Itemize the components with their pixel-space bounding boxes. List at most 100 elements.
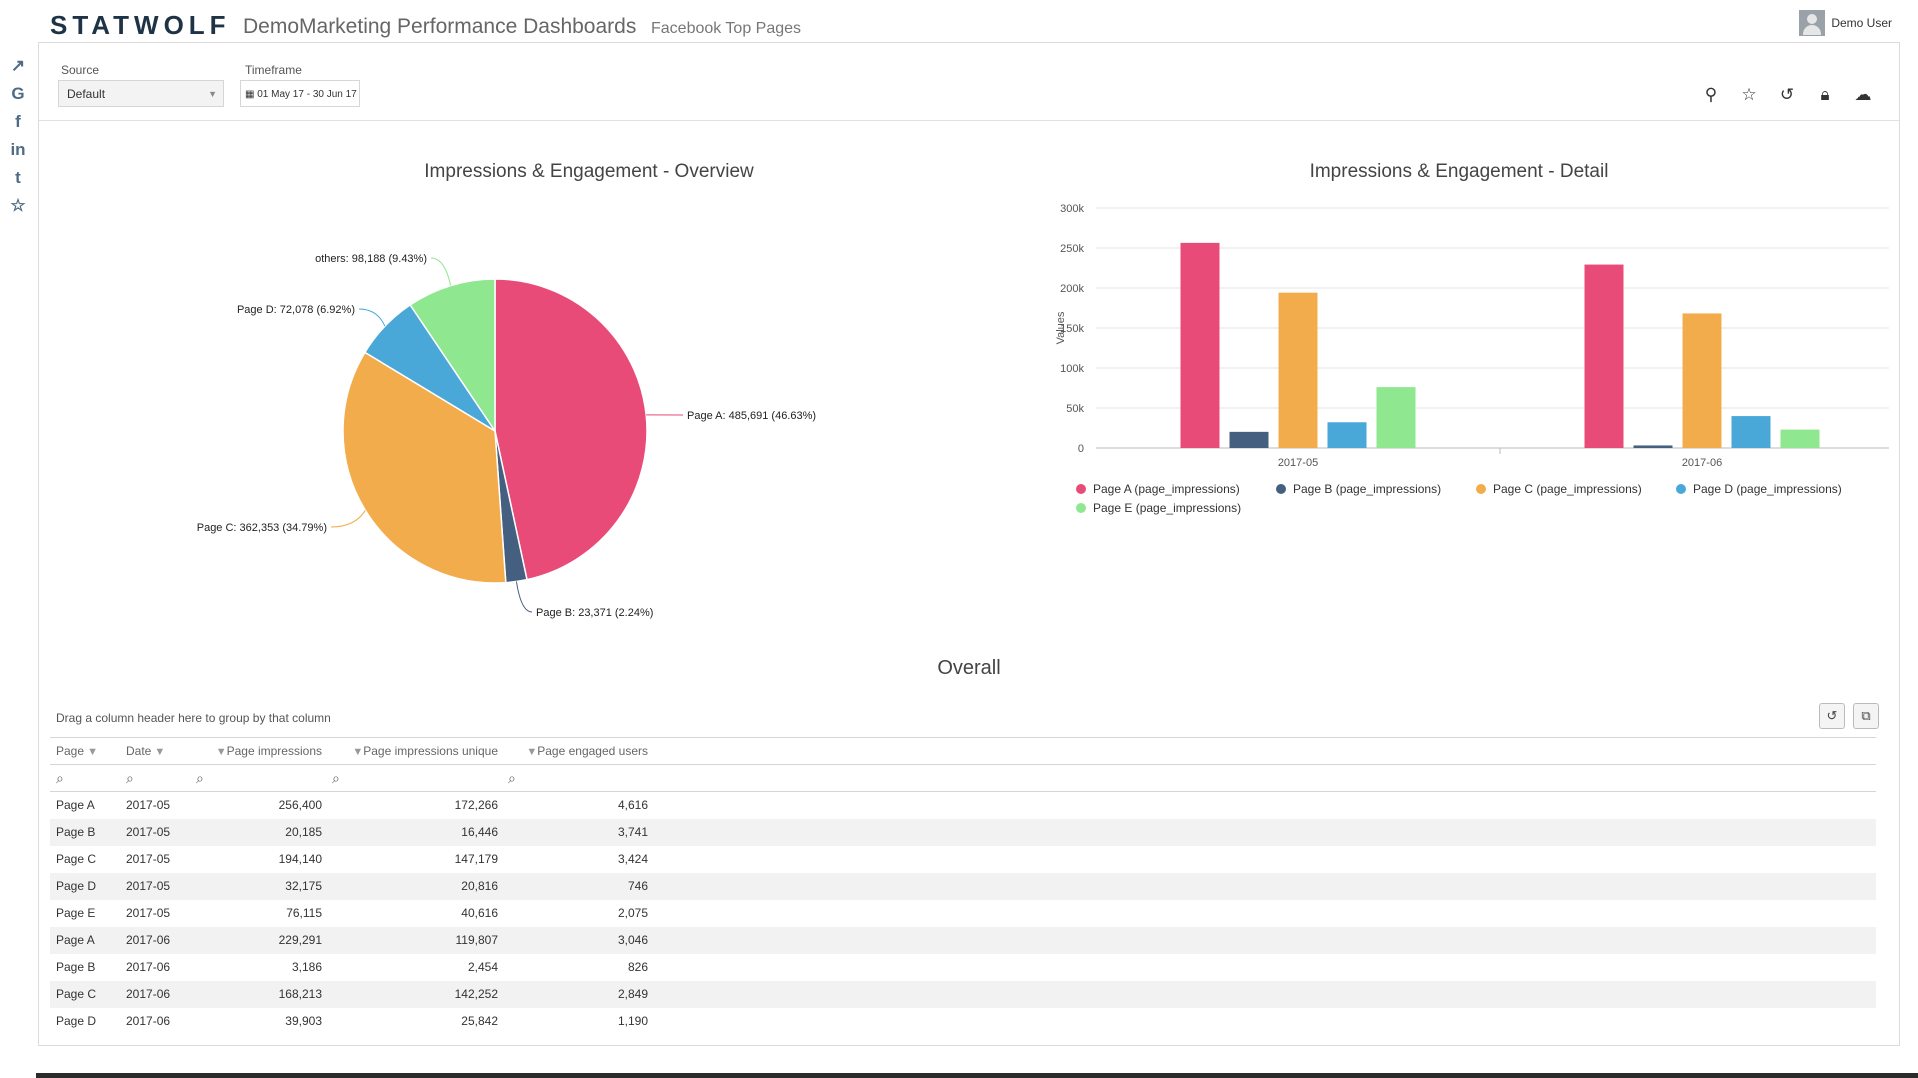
table-cell: 168,213 bbox=[278, 987, 322, 1001]
column-header-label: Page bbox=[56, 744, 85, 758]
statwolf-logo[interactable]: STATWOLF bbox=[50, 10, 231, 40]
table-row[interactable]: Page D 2017-06 39,903 25,842 1,190 bbox=[50, 1008, 1876, 1035]
legend-marker[interactable] bbox=[1076, 484, 1086, 494]
bar-2017-05-series-2[interactable] bbox=[1229, 431, 1269, 448]
line-chart-icon[interactable]: ↗ bbox=[10, 56, 26, 75]
table-cell: 25,842 bbox=[461, 1014, 498, 1028]
legend-marker[interactable] bbox=[1276, 484, 1286, 494]
table-row[interactable]: Page A 2017-06 229,291 119,807 3,046 bbox=[50, 927, 1876, 954]
grid-filter-row: ⌕ ⌕ ⌕ ⌕ ⌕ bbox=[50, 765, 1876, 792]
table-cell: Page A bbox=[56, 933, 95, 947]
table-row[interactable]: Page D 2017-05 32,175 20,816 746 bbox=[50, 873, 1876, 900]
search-icon: ⌕ bbox=[332, 770, 340, 786]
calendar-icon: ▦ bbox=[245, 89, 255, 100]
bar-chart-title: Impressions & Engagement - Detail bbox=[1309, 161, 1609, 182]
bar-2017-06-series-3[interactable] bbox=[1682, 313, 1722, 448]
column-search-filter[interactable]: ⌕ bbox=[190, 765, 326, 791]
column-header-label: Date bbox=[126, 744, 152, 758]
pie-slice-page-c[interactable] bbox=[342, 351, 507, 584]
table-row[interactable]: Page C 2017-05 194,140 147,179 3,424 bbox=[50, 846, 1876, 873]
table-cell: 2017-06 bbox=[126, 960, 171, 974]
bar-2017-05-series-5[interactable] bbox=[1376, 387, 1416, 448]
legend-item[interactable]: Page E (page_impressions) bbox=[1093, 501, 1241, 515]
lock-icon[interactable]: 🔒︎ bbox=[1820, 85, 1830, 104]
bar-2017-05-series-4[interactable] bbox=[1327, 422, 1367, 448]
pin-icon[interactable]: ⚲ bbox=[1704, 85, 1718, 104]
google-icon[interactable]: G bbox=[11, 84, 25, 103]
linkedin-icon[interactable]: in bbox=[10, 140, 26, 159]
column-header[interactable]: Date ▼ bbox=[120, 738, 190, 764]
legend-item[interactable]: Page C (page_impressions) bbox=[1493, 482, 1642, 496]
y-tick-label: 100k bbox=[1060, 363, 1084, 375]
column-search-filter[interactable]: ⌕ bbox=[502, 765, 652, 791]
app-header: STATWOLF DemoMarketing Performance Dashb… bbox=[0, 0, 1918, 42]
y-axis-label: Values bbox=[1055, 311, 1067, 344]
search-icon: ⌕ bbox=[196, 770, 204, 786]
undo-icon[interactable]: ↺ bbox=[1779, 85, 1795, 104]
user-name[interactable]: Demo User bbox=[1831, 16, 1892, 30]
legend-marker[interactable] bbox=[1076, 503, 1086, 513]
bar-2017-06-series-2[interactable] bbox=[1633, 445, 1673, 448]
legend-item[interactable]: Page B (page_impressions) bbox=[1293, 482, 1441, 496]
group-panel-hint[interactable]: Drag a column header here to group by th… bbox=[56, 711, 331, 725]
column-header[interactable]: ▼Page impressions unique bbox=[326, 738, 502, 764]
bar-2017-05-series-3[interactable] bbox=[1278, 292, 1318, 448]
bar-chart: 0 50k 100k 150k 200k 250k 300k Values 2017-05 201… bbox=[1055, 203, 1889, 515]
table-row[interactable]: Page C 2017-06 168,213 142,252 2,849 bbox=[50, 981, 1876, 1008]
source-select[interactable]: Default ▼ bbox=[58, 80, 224, 107]
timeframe-picker[interactable]: ▦ 01 May 17 - 30 Jun 17 bbox=[240, 80, 360, 107]
user-menu[interactable]: Demo User bbox=[1799, 10, 1892, 36]
column-header-label: Page engaged users bbox=[537, 744, 648, 758]
avatar-icon[interactable] bbox=[1799, 10, 1826, 36]
search-icon: ⌕ bbox=[508, 770, 516, 786]
table-cell: 3,186 bbox=[291, 960, 322, 974]
star-icon[interactable]: ☆ bbox=[10, 196, 26, 215]
timeframe-value: 01 May 17 - 30 Jun 17 bbox=[257, 89, 357, 100]
table-cell: Page D bbox=[56, 879, 97, 893]
twitter-icon[interactable]: t bbox=[15, 168, 21, 187]
grid-header: Page ▼ Date ▼ ▼Page impressions ▼Page imp… bbox=[50, 737, 1876, 765]
column-search-filter[interactable]: ⌕ bbox=[120, 765, 190, 791]
export-grid-button[interactable]: ⧉ bbox=[1853, 703, 1879, 729]
table-row[interactable]: Page B 2017-06 3,186 2,454 826 bbox=[50, 954, 1876, 981]
star-icon[interactable]: ☆ bbox=[1741, 85, 1757, 104]
bar-2017-06-series-4[interactable] bbox=[1731, 416, 1771, 448]
legend-item[interactable]: Page A (page_impressions) bbox=[1093, 482, 1240, 496]
bar-2017-06-series-1[interactable] bbox=[1584, 264, 1624, 448]
table-row[interactable]: Page E 2017-05 76,115 40,616 2,075 bbox=[50, 900, 1876, 927]
chevron-down-icon: ▼ bbox=[208, 89, 217, 99]
table-row[interactable]: Page B 2017-05 20,185 16,446 3,741 bbox=[50, 819, 1876, 846]
filter-funnel-icon[interactable]: ▼ bbox=[84, 746, 98, 758]
filter-funnel-icon[interactable]: ▼ bbox=[352, 746, 364, 758]
filter-funnel-icon[interactable]: ▼ bbox=[526, 746, 538, 758]
cloud-download-icon[interactable]: ☁ bbox=[1854, 85, 1872, 104]
table-cell: 2017-06 bbox=[126, 1014, 171, 1028]
y-tick-label: 200k bbox=[1060, 283, 1084, 295]
column-search-filter[interactable]: ⌕ bbox=[50, 765, 120, 791]
reset-grid-button[interactable]: ↺ bbox=[1819, 703, 1845, 729]
legend-item[interactable]: Page D (page_impressions) bbox=[1693, 482, 1842, 496]
pie-chart-title: Impressions & Engagement - Overview bbox=[424, 161, 754, 182]
column-header[interactable]: ▼Page impressions bbox=[190, 738, 326, 764]
legend-marker[interactable] bbox=[1676, 484, 1686, 494]
source-value: Default bbox=[67, 87, 106, 101]
table-cell: 2017-05 bbox=[126, 825, 171, 839]
legend-marker[interactable] bbox=[1476, 484, 1486, 494]
filter-funnel-icon[interactable]: ▼ bbox=[215, 746, 227, 758]
bar-2017-06-series-5[interactable] bbox=[1780, 429, 1820, 448]
column-search-filter[interactable]: ⌕ bbox=[326, 765, 502, 791]
column-header[interactable]: ▼Page engaged users bbox=[502, 738, 652, 764]
filter-funnel-icon[interactable]: ▼ bbox=[151, 746, 166, 758]
pie-slice-others[interactable] bbox=[409, 278, 496, 434]
pie-data-label: others: 98,188 (9.43%) bbox=[315, 253, 427, 265]
pie-connector-line bbox=[515, 581, 533, 613]
facebook-icon[interactable]: f bbox=[15, 112, 21, 131]
bar-2017-05-series-1[interactable] bbox=[1180, 242, 1220, 448]
table-row[interactable]: Page A 2017-05 256,400 172,266 4,616 bbox=[50, 792, 1876, 819]
table-cell: 746 bbox=[627, 879, 648, 893]
pie-data-label: Page B: 23,371 (2.24%) bbox=[536, 607, 653, 619]
copy-icon: ⧉ bbox=[1861, 708, 1871, 723]
column-header[interactable]: Page ▼ bbox=[50, 738, 120, 764]
table-cell: 3,424 bbox=[617, 852, 648, 866]
table-cell: 3,046 bbox=[617, 933, 648, 947]
